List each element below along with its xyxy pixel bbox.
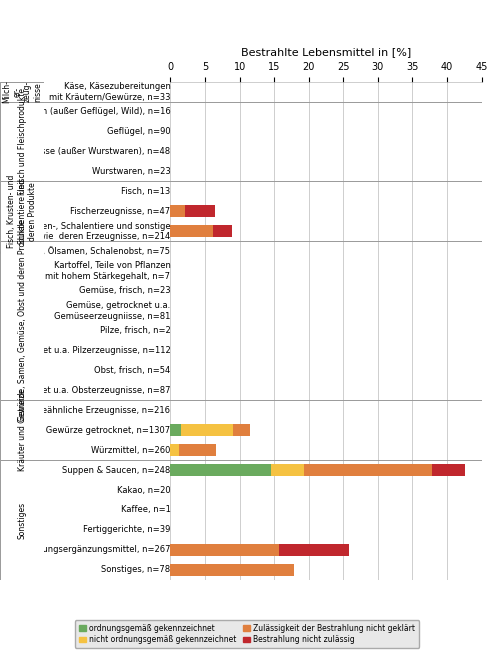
Text: Fleischerzeugnisse (außer Wurstwaren), n=48: Fleischerzeugnisse (außer Wurstwaren), n… [0, 147, 170, 156]
Bar [170, 464, 271, 476]
Bar [304, 464, 432, 476]
Bar [271, 464, 304, 476]
Bar [0, 400, 44, 460]
Bar [170, 564, 294, 576]
Bar [233, 424, 250, 436]
Bar [279, 544, 349, 556]
Bar [0, 102, 44, 181]
Bar [0, 82, 44, 102]
Text: Nahrungsergänzungsmittel, n=267: Nahrungsergänzungsmittel, n=267 [22, 546, 170, 554]
Text: Kräuter und Gewürze: Kräuter und Gewürze [18, 389, 27, 472]
Text: Kräuter, Gewürze getrocknet, n=1307: Kräuter, Gewürze getrocknet, n=1307 [9, 426, 170, 435]
Bar [179, 444, 216, 457]
Bar [170, 544, 279, 556]
Text: Fischerzeugnisse, n=47: Fischerzeugnisse, n=47 [70, 207, 170, 215]
Text: Pilze, getrocknet u.a. Pilzerzeugnisse, n=112: Pilze, getrocknet u.a. Pilzerzeugnisse, … [0, 346, 170, 355]
Text: Fisch, n=13: Fisch, n=13 [121, 187, 170, 196]
Text: Kartoffel, Teile von Pflanzen
mit hohem Stärkegehalt, n=7: Kartoffel, Teile von Pflanzen mit hohem … [45, 261, 170, 281]
Text: Getreide, Samen, Gemüse, Obst und deren Produkte: Getreide, Samen, Gemüse, Obst und deren … [18, 220, 27, 421]
Text: Obst, frisch, n=54: Obst, frisch, n=54 [94, 366, 170, 375]
Text: Sonstiges: Sonstiges [18, 501, 27, 538]
Legend: ordnungsgemäß gekennzeichnet, nicht ordnungsgemäß gekennzeichnet, Zulässigkeit d: ordnungsgemäß gekennzeichnet, nicht ordn… [75, 620, 419, 648]
Text: Wurstwaren, n=23: Wurstwaren, n=23 [92, 167, 170, 176]
Text: Fleisch und Fleischprodukte: Fleisch und Fleischprodukte [18, 88, 27, 195]
Bar [170, 444, 179, 457]
Text: Milch-
er-
zeug-
nisse: Milch- er- zeug- nisse [2, 81, 42, 103]
Bar [0, 241, 44, 400]
Bar [170, 424, 181, 436]
Text: Würzmittel, n=260: Würzmittel, n=260 [91, 446, 170, 455]
Bar [0, 460, 44, 580]
Bar [170, 205, 185, 217]
Bar [181, 424, 233, 436]
Text: Kakao, n=20: Kakao, n=20 [117, 485, 170, 495]
Bar [185, 205, 215, 217]
Text: Pilze, frisch, n=2: Pilze, frisch, n=2 [100, 326, 170, 335]
Bar [212, 225, 232, 237]
Text: Geflügel, n=90: Geflügel, n=90 [107, 127, 170, 136]
Text: Tee, teeähnliche Erzeugnisse, n=216: Tee, teeähnliche Erzeugnisse, n=216 [14, 406, 170, 415]
Text: Obst, getrocknet u.a. Obsterzeugnisse, n=87: Obst, getrocknet u.a. Obsterzeugnisse, n… [0, 386, 170, 395]
Text: Gemüse, getrocknet u.a.
Gemüseerzeugniisse, n=81: Gemüse, getrocknet u.a. Gemüseerzeugniis… [54, 301, 170, 320]
Text: Suppen & Saucen, n=248: Suppen & Saucen, n=248 [62, 466, 170, 475]
Text: Käse, Käsezubereitungen
mit Kräutern/Gewürze, n=33: Käse, Käsezubereitungen mit Kräutern/Gew… [49, 82, 170, 102]
Text: Fisch, Krusten- und
Schalentiere und
deren Produkte: Fisch, Krusten- und Schalentiere und der… [7, 175, 37, 248]
Text: Fertiggerichte, n=39: Fertiggerichte, n=39 [83, 525, 170, 534]
Text: Fleisch (außer Geflügel, Wild), n=16: Fleisch (außer Geflügel, Wild), n=16 [18, 107, 170, 116]
Bar [170, 225, 212, 237]
Text: Sonstiges, n=78: Sonstiges, n=78 [101, 565, 170, 574]
Text: Kaffee, n=1: Kaffee, n=1 [121, 506, 170, 514]
Text: Hülsenfrüchte, Ölsamen, Schalenobst, n=75: Hülsenfrüchte, Ölsamen, Schalenobst, n=7… [0, 247, 170, 255]
Bar [0, 181, 44, 241]
Bar [432, 464, 465, 476]
Text: Gemüse, frisch, n=23: Gemüse, frisch, n=23 [79, 286, 170, 295]
Text: Krusten-, Schalentiere und sonstige
Wassertiere sowie  deren Erzeugnisse, n=214: Krusten-, Schalentiere und sonstige Wass… [0, 221, 170, 241]
X-axis label: Bestrahlte Lebensmittel in [%]: Bestrahlte Lebensmittel in [%] [241, 47, 411, 57]
